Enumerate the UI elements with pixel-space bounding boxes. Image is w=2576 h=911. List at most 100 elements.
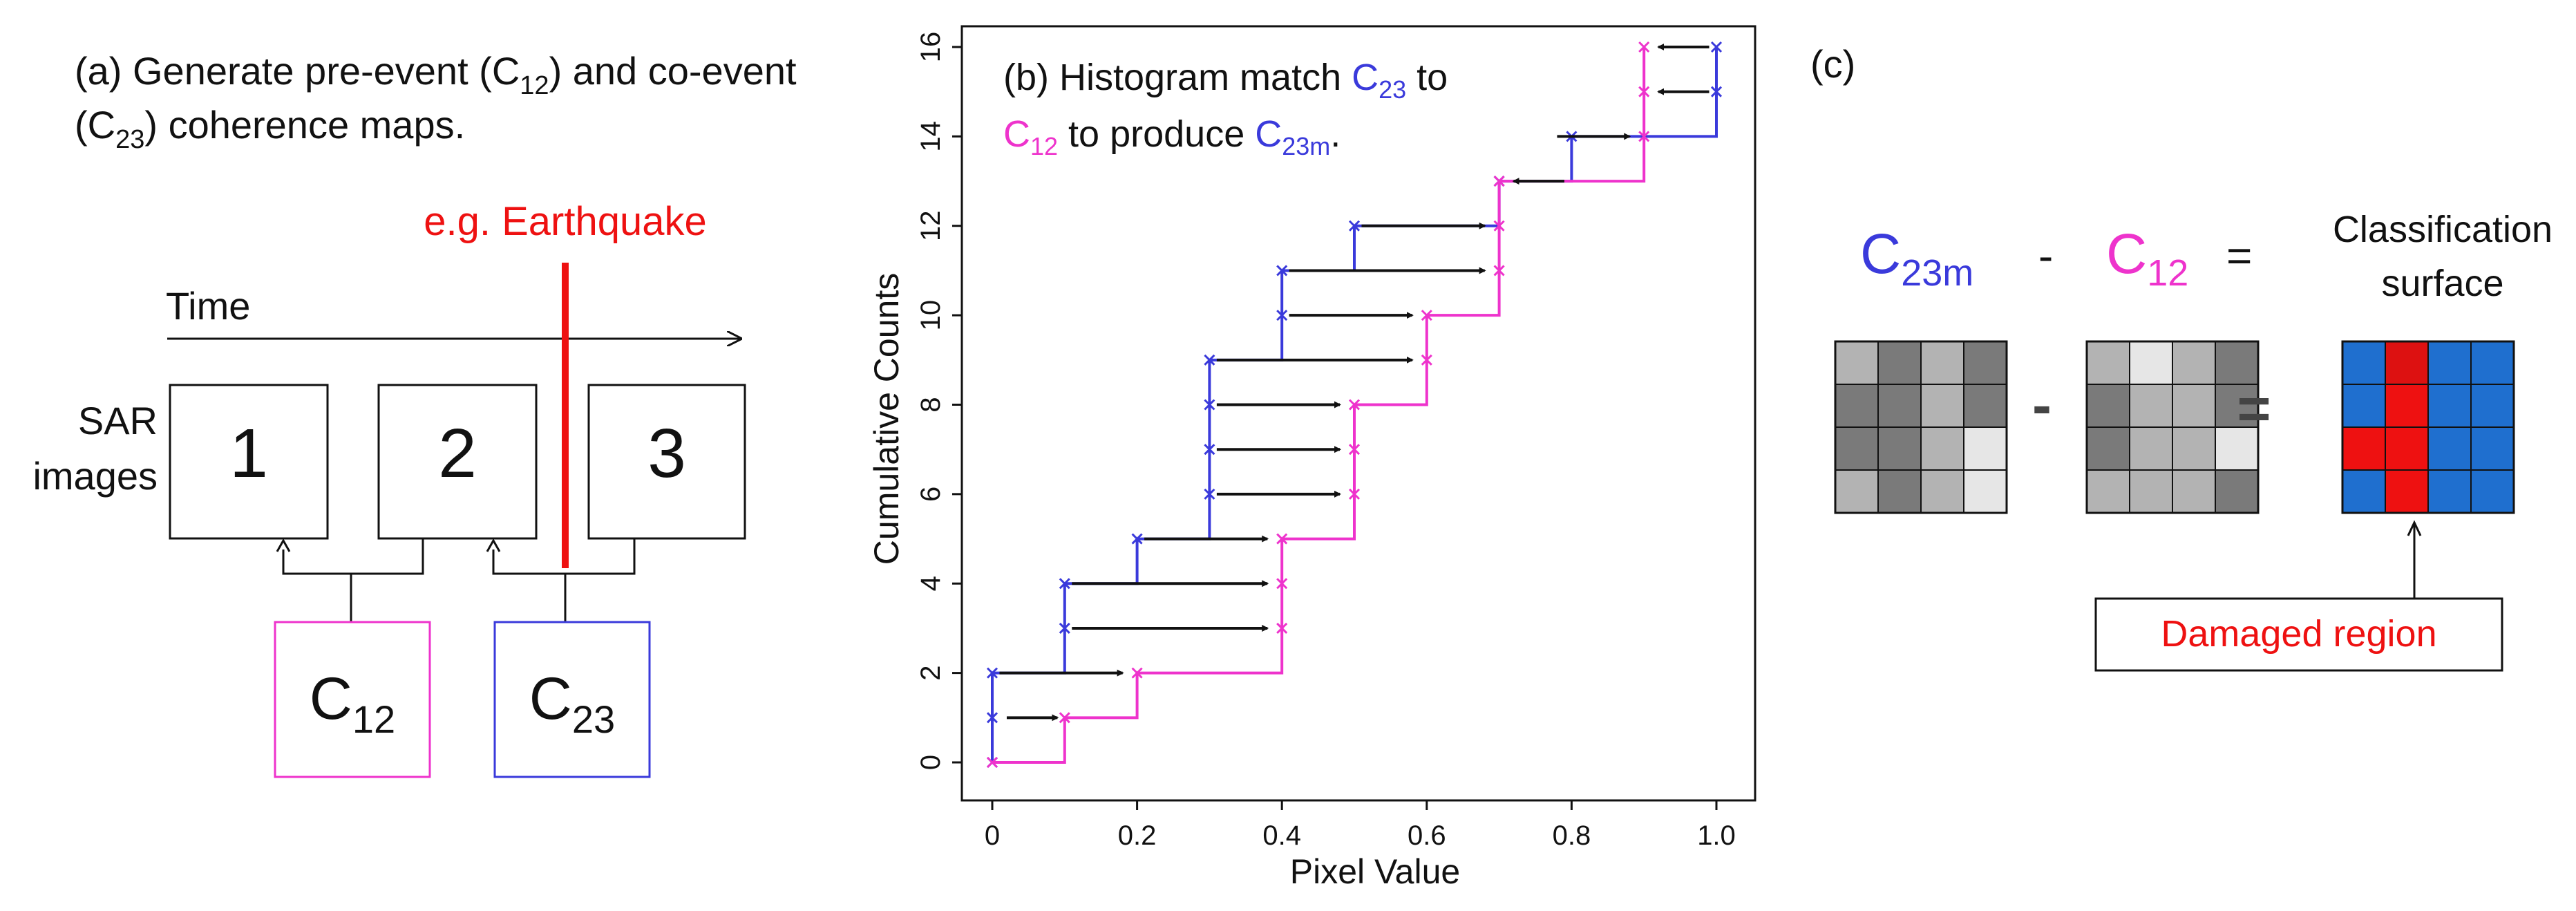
series-point-c23: [1276, 310, 1288, 321]
series-point-c23: [1276, 265, 1288, 276]
c12-grid: [2085, 340, 2260, 514]
series-point-c12: [1276, 622, 1288, 634]
c12-box-label: C12: [310, 666, 395, 741]
series-point-c23: [1131, 533, 1143, 545]
series-point-c12: [1493, 220, 1505, 232]
event-label: e.g. Earthquake: [424, 199, 707, 244]
c12-grid-cell: [2086, 384, 2130, 428]
classification-grid-cell: [2427, 426, 2472, 471]
equation-equals-grid: =: [2237, 376, 2271, 441]
series-point-c12: [1421, 354, 1432, 366]
sar-image-box-2: [377, 384, 538, 540]
series-point-c12: [1348, 488, 1361, 500]
c23m-grid-cell: [1963, 341, 2007, 385]
series-point-c23: [1204, 399, 1215, 411]
series-point-c23: [1059, 578, 1070, 590]
c12-grid-cell: [2129, 341, 2173, 385]
classification-grid-cell: [2470, 469, 2515, 514]
sar-image-box-1-label: 1: [229, 415, 268, 492]
classification-grid-cell: [2385, 384, 2429, 428]
c23m-grid-cell: [1835, 341, 1879, 385]
series-point-c12: [1059, 712, 1070, 724]
c23-connector: [486, 538, 636, 622]
c12-grid-cell: [2172, 384, 2216, 428]
c23m-grid-cell: [1835, 426, 1879, 471]
panel-a: (a) Generate pre-event (C12) and co-even…: [32, 49, 797, 778]
chart-marks: [986, 41, 1723, 769]
x-tick-label: 1.0: [1697, 820, 1736, 851]
c23m-grid-cell: [1920, 426, 1964, 471]
c23m-grid-cell: [1963, 469, 2007, 514]
classification-grid-cell: [2385, 469, 2429, 514]
y-tick-label: 10: [916, 300, 946, 331]
y-tick-label: 14: [916, 121, 946, 152]
sar-image-box-3: [587, 384, 746, 540]
equation-minus-grid: -: [2032, 373, 2052, 438]
series-point-c23: [1710, 86, 1723, 97]
series-point-c12: [1638, 131, 1650, 142]
series-point-c23: [1204, 444, 1215, 456]
c12-box: [274, 621, 431, 778]
sar-image-box-1: [169, 384, 329, 540]
series-point-c23: [1059, 622, 1070, 634]
series-point-c12: [1276, 533, 1288, 545]
c23m-grid: [1834, 340, 2008, 514]
classification-grid-cell: [2427, 341, 2472, 385]
classification-grid-cell: [2385, 426, 2429, 471]
sar-label-line2: images: [32, 454, 158, 498]
classification-grid-cell: [2427, 384, 2472, 428]
panel-a-caption-line2: (C23) coherence maps.: [75, 103, 465, 154]
series-point-c12: [1493, 265, 1505, 276]
c12-grid-cell: [2172, 341, 2216, 385]
series-point-c23: [986, 667, 998, 679]
damaged-region-label: Damaged region: [2161, 613, 2436, 655]
c23m-grid-cell: [1877, 341, 1922, 385]
c23-box-label: C23: [529, 666, 615, 741]
y-tick-label: 4: [916, 576, 946, 591]
c12-grid-cell: [2086, 469, 2130, 514]
c12-grid-cell: [2172, 426, 2216, 471]
c12-grid-cell: [2129, 384, 2173, 428]
x-tick-label: 0.8: [1553, 820, 1591, 851]
classification-grid-cell: [2470, 341, 2515, 385]
c23m-grid-cell: [1920, 341, 1964, 385]
panel-c-label: (c): [1810, 42, 1855, 86]
grid-border: [2085, 340, 2260, 514]
c23m-grid-cell: [1963, 426, 2007, 471]
c23m-label: C23m: [1860, 223, 1973, 294]
series-point-c12: [986, 756, 998, 769]
sar-image-box-3-label: 3: [647, 415, 686, 492]
classification-grid-cell: [2427, 469, 2472, 514]
panel-c: (c) C23m - C12 = Classification surface …: [1810, 42, 2553, 672]
grid-border: [1834, 340, 2008, 514]
classification-grid-cell: [2385, 341, 2429, 385]
result-label-line1: Classification: [2333, 209, 2553, 250]
y-tick-label: 6: [916, 487, 946, 502]
series-point-c23: [1710, 41, 1723, 53]
c23m-grid-cell: [1920, 469, 1964, 514]
c12-connector: [276, 538, 424, 622]
c23-box: [493, 621, 651, 778]
y-tick-label: 16: [916, 32, 946, 63]
series-point-c12: [1348, 444, 1361, 456]
series-point-c12: [1421, 310, 1432, 321]
c12-grid-cell: [2172, 469, 2216, 514]
series-point-c12: [1276, 578, 1288, 590]
series-point-c23: [1204, 488, 1215, 500]
x-tick-label: 0: [985, 820, 1000, 851]
series-point-c23: [1348, 220, 1361, 232]
chart-ticks: 0 0.2 0.4 0.6 0.8 1.0 0 2 4 6 8 10 12 14 16: [916, 32, 1736, 851]
c23m-grid-cell: [1920, 384, 1964, 428]
c23m-grid-cell: [1835, 469, 1879, 514]
series-point-c12: [1638, 41, 1650, 53]
c23m-grid-cell: [1963, 384, 2007, 428]
series-point-c23: [986, 712, 998, 724]
panel-b-chart: 0 0.2 0.4 0.6 0.8 1.0 0 2 4 6 8 10 12 14 16 (b) Histog…: [867, 25, 1756, 891]
c12-grid-cell: [2215, 469, 2259, 514]
y-tick-label: 12: [916, 211, 946, 242]
equation-minus-top: -: [2038, 231, 2053, 281]
c23m-grid-cell: [1877, 469, 1922, 514]
c12-grid-cell: [2129, 469, 2173, 514]
c12-label: C12: [2106, 223, 2188, 294]
